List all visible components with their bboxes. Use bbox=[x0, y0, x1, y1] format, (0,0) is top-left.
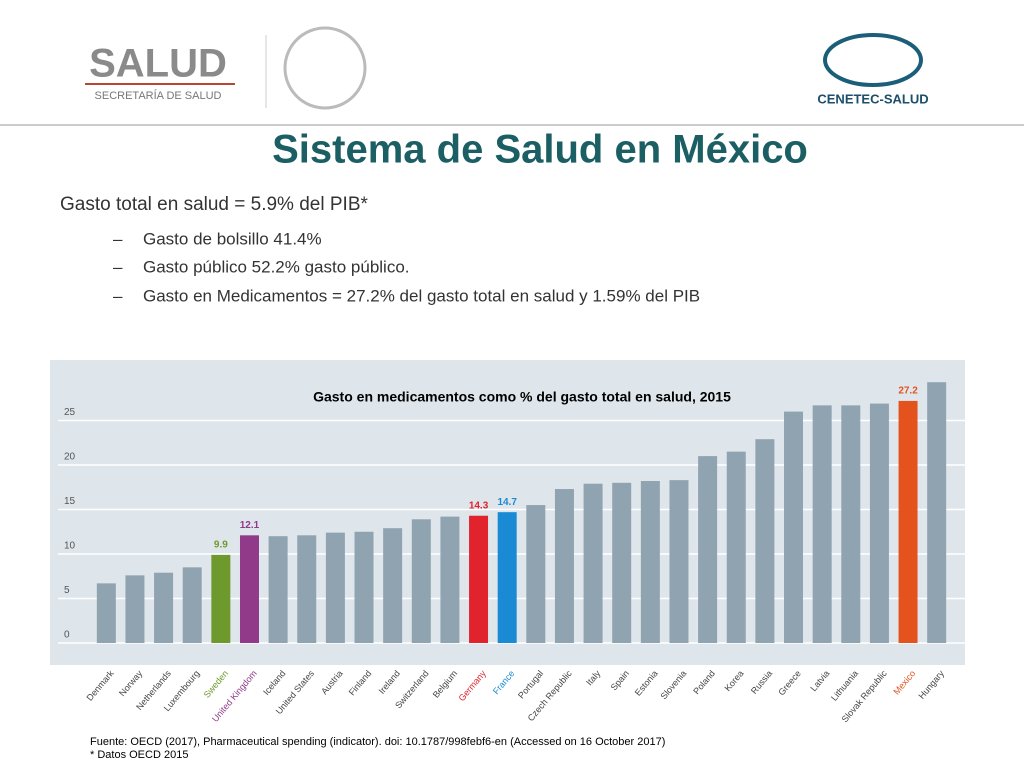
bar bbox=[354, 531, 374, 643]
logo-left: SALUD bbox=[89, 42, 227, 86]
x-tick-label: Iceland bbox=[261, 668, 287, 697]
bullet-marker: – bbox=[113, 229, 123, 248]
x-tick-label: Estonia bbox=[633, 668, 660, 697]
y-tick-label: 25 bbox=[64, 407, 76, 418]
x-tick-label: Latvia bbox=[808, 668, 831, 693]
bar bbox=[469, 515, 489, 643]
value-label: 12.1 bbox=[240, 520, 260, 531]
bar bbox=[898, 400, 918, 643]
x-tick-label: Greece bbox=[776, 668, 803, 697]
x-tick-label: Mexico bbox=[891, 668, 917, 696]
bar bbox=[325, 532, 345, 643]
bar bbox=[268, 536, 288, 643]
x-tick-label: Poland bbox=[691, 668, 717, 696]
bullet: Gasto en Medicamentos = 27.2% del gasto … bbox=[143, 286, 700, 305]
bar bbox=[125, 575, 145, 643]
x-tick-label: Italy bbox=[584, 668, 603, 687]
x-tick-label: Austria bbox=[319, 668, 345, 696]
bullet: Gasto de bolsillo 41.4% bbox=[143, 229, 322, 248]
headline: Gasto total en salud = 5.9% del PIB* bbox=[60, 194, 368, 215]
seal bbox=[283, 26, 367, 110]
bar bbox=[154, 572, 174, 643]
x-tick-label: Norway bbox=[117, 668, 145, 698]
bullet-marker: – bbox=[113, 286, 123, 305]
bar bbox=[812, 405, 832, 643]
bar bbox=[841, 405, 861, 643]
bar bbox=[726, 451, 746, 643]
value-label: 27.2 bbox=[898, 386, 918, 397]
x-tick-label: Korea bbox=[722, 668, 745, 693]
y-tick-label: 0 bbox=[64, 630, 70, 641]
value-label: 14.7 bbox=[497, 497, 517, 508]
x-tick-label: Slovenia bbox=[658, 668, 688, 701]
bar bbox=[698, 456, 718, 643]
source: Fuente: OECD (2017), Pharmaceutical spen… bbox=[90, 736, 665, 748]
bar bbox=[784, 411, 804, 643]
y-tick-label: 20 bbox=[64, 452, 76, 463]
bar bbox=[297, 535, 317, 643]
value-label: 14.3 bbox=[469, 500, 489, 511]
x-tick-label: Hungary bbox=[916, 668, 946, 701]
logo-right: CENETEC-SALUD bbox=[817, 91, 928, 106]
x-tick-label: Belgium bbox=[431, 668, 460, 699]
bar bbox=[669, 480, 689, 643]
bar bbox=[869, 403, 889, 643]
bar bbox=[182, 567, 202, 643]
bullet-marker: – bbox=[113, 257, 123, 276]
x-tick-label: Denmark bbox=[85, 668, 116, 703]
bar bbox=[612, 482, 632, 643]
bar bbox=[526, 505, 546, 643]
bar bbox=[755, 439, 775, 643]
x-tick-label: Spain bbox=[609, 668, 631, 692]
x-tick-label: Russia bbox=[749, 668, 774, 696]
x-tick-label: Finland bbox=[347, 668, 374, 697]
bar bbox=[497, 512, 517, 643]
bar bbox=[411, 519, 431, 643]
x-tick-label: France bbox=[491, 668, 517, 696]
x-tick-label: Sweden bbox=[202, 668, 231, 699]
bar bbox=[383, 528, 403, 643]
note: * Datos OECD 2015 bbox=[90, 749, 188, 761]
value-label: 9.9 bbox=[214, 540, 228, 551]
logo-left-sub: SECRETARÍA DE SALUD bbox=[95, 89, 222, 102]
x-tick-label: Ireland bbox=[377, 668, 402, 696]
y-tick-label: 10 bbox=[64, 541, 76, 552]
x-tick-label: Germany bbox=[456, 668, 488, 703]
bar bbox=[554, 489, 574, 643]
y-tick-label: 5 bbox=[64, 585, 70, 596]
logo-right-icon bbox=[823, 33, 923, 87]
x-tick-label: Portugal bbox=[516, 668, 545, 700]
bar bbox=[640, 481, 660, 643]
chart-title: Gasto en medicamentos como % del gasto t… bbox=[313, 389, 731, 405]
bar bbox=[96, 583, 116, 643]
bar bbox=[440, 516, 460, 643]
bullet: Gasto público 52.2% gasto público. bbox=[143, 257, 410, 276]
bar bbox=[239, 535, 259, 643]
y-tick-label: 15 bbox=[64, 496, 76, 507]
bar bbox=[583, 483, 603, 643]
bar bbox=[211, 554, 231, 643]
bar bbox=[927, 382, 947, 643]
slide-title: Sistema de Salud en México bbox=[272, 128, 808, 172]
